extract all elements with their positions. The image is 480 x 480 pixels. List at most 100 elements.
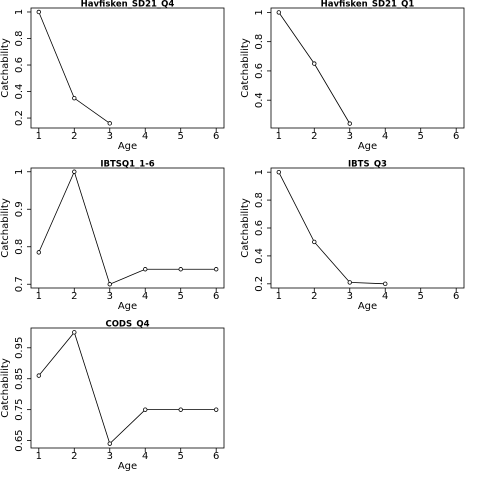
y-tick-label: 0.8 — [14, 31, 25, 47]
y-tick-label: 0.4 — [14, 84, 25, 100]
x-tick-label: 4 — [382, 131, 388, 142]
x-tick-label: 1 — [36, 291, 42, 302]
y-tick-label: 0.4 — [254, 248, 265, 264]
y-axis-label: Catchability — [240, 38, 251, 98]
x-tick-label: 3 — [107, 291, 113, 302]
x-tick-label: 4 — [382, 291, 388, 302]
series-line — [278, 12, 351, 124]
y-tick-label: 1 — [14, 9, 25, 15]
y-axis-label: Catchability — [0, 198, 11, 258]
x-axis-label: Age — [118, 301, 137, 312]
series-line — [38, 11, 110, 124]
point — [72, 169, 77, 174]
point — [72, 330, 77, 335]
x-tick-label: 6 — [453, 131, 459, 142]
x-tick-label: 1 — [36, 451, 42, 462]
y-tick-label: 0.2 — [254, 276, 265, 292]
y-tick-label: 1 — [254, 169, 265, 175]
x-tick-label: 6 — [213, 451, 219, 462]
x-tick-label: 4 — [142, 291, 148, 302]
x-tick-label: 2 — [71, 291, 77, 302]
point — [143, 267, 148, 272]
panel-title: CODS_Q4 — [105, 320, 149, 330]
point — [36, 250, 42, 255]
x-tick-label: 4 — [142, 131, 148, 142]
y-tick-label: 0.6 — [254, 63, 265, 79]
point — [178, 407, 183, 412]
x-tick-label: 4 — [142, 451, 148, 462]
x-axis-label: Age — [358, 301, 377, 312]
y-tick-label: 0.7 — [14, 276, 25, 292]
point — [107, 282, 112, 287]
x-tick-label: 3 — [347, 131, 353, 142]
x-tick-label: 2 — [311, 291, 317, 302]
x-axis-label: Age — [118, 141, 137, 152]
y-tick-label: 0.8 — [254, 34, 265, 50]
point — [72, 95, 77, 101]
x-tick-label: 1 — [276, 131, 282, 142]
y-tick-label: 0.8 — [14, 239, 25, 255]
y-tick-label: 0.75 — [14, 399, 25, 421]
series-line — [38, 331, 217, 445]
x-tick-label: 2 — [311, 131, 317, 142]
point — [347, 121, 352, 126]
panel-title: Havfisken_SD21_Q4 — [81, 0, 175, 10]
x-tick-label: 3 — [347, 291, 353, 302]
plot-frame — [30, 7, 225, 129]
y-tick-label: 0.95 — [14, 337, 25, 359]
plot-frame — [270, 7, 465, 129]
series-line — [278, 172, 386, 285]
point — [213, 267, 219, 272]
y-axis-label: Catchability — [0, 358, 11, 418]
x-axis-label: Age — [358, 141, 377, 152]
plot-frame — [270, 167, 465, 289]
point — [312, 61, 317, 66]
panel-title: IBTSQ1_1-6 — [100, 160, 154, 170]
x-tick-label: 6 — [453, 291, 459, 302]
series-line — [38, 170, 217, 285]
y-tick-label: 0.6 — [14, 57, 25, 73]
x-tick-label: 5 — [178, 131, 184, 142]
x-axis-label: Age — [118, 461, 137, 472]
y-tick-label: 0.4 — [254, 92, 265, 108]
y-tick-label: 0.8 — [254, 192, 265, 208]
point — [36, 9, 42, 15]
y-tick-label: 0.9 — [14, 201, 25, 217]
plot-frame — [30, 327, 225, 449]
point — [143, 407, 148, 412]
x-tick-label: 6 — [213, 291, 219, 302]
x-tick-label: 2 — [71, 131, 77, 142]
point — [383, 281, 388, 287]
point — [107, 441, 112, 446]
plot-frame — [30, 167, 225, 289]
y-tick-label: 0.65 — [14, 429, 25, 451]
panel-title: IBTS_Q3 — [348, 160, 387, 170]
x-tick-label: 1 — [276, 291, 282, 302]
x-tick-label: 5 — [178, 451, 184, 462]
x-tick-label: 2 — [71, 451, 77, 462]
x-tick-label: 5 — [178, 291, 184, 302]
y-tick-label: 0.6 — [254, 220, 265, 236]
point — [36, 373, 42, 378]
point — [276, 10, 282, 15]
point — [312, 239, 317, 245]
y-axis-label: Catchability — [240, 198, 251, 258]
y-axis-label: Catchability — [0, 38, 11, 98]
y-tick-label: 1 — [14, 169, 25, 175]
point — [107, 121, 112, 126]
y-tick-label: 1 — [254, 9, 265, 15]
x-tick-label: 3 — [107, 131, 113, 142]
y-tick-label: 0.2 — [14, 110, 25, 126]
x-tick-label: 1 — [36, 131, 42, 142]
x-tick-label: 5 — [418, 291, 424, 302]
point — [276, 169, 282, 175]
panel-title: Havfisken_SD21_Q1 — [321, 0, 415, 10]
point — [347, 280, 352, 285]
point — [178, 267, 183, 272]
point — [213, 407, 219, 412]
x-tick-label: 5 — [418, 131, 424, 142]
x-tick-label: 6 — [213, 131, 219, 142]
y-tick-label: 0.85 — [14, 368, 25, 390]
x-tick-label: 3 — [107, 451, 113, 462]
